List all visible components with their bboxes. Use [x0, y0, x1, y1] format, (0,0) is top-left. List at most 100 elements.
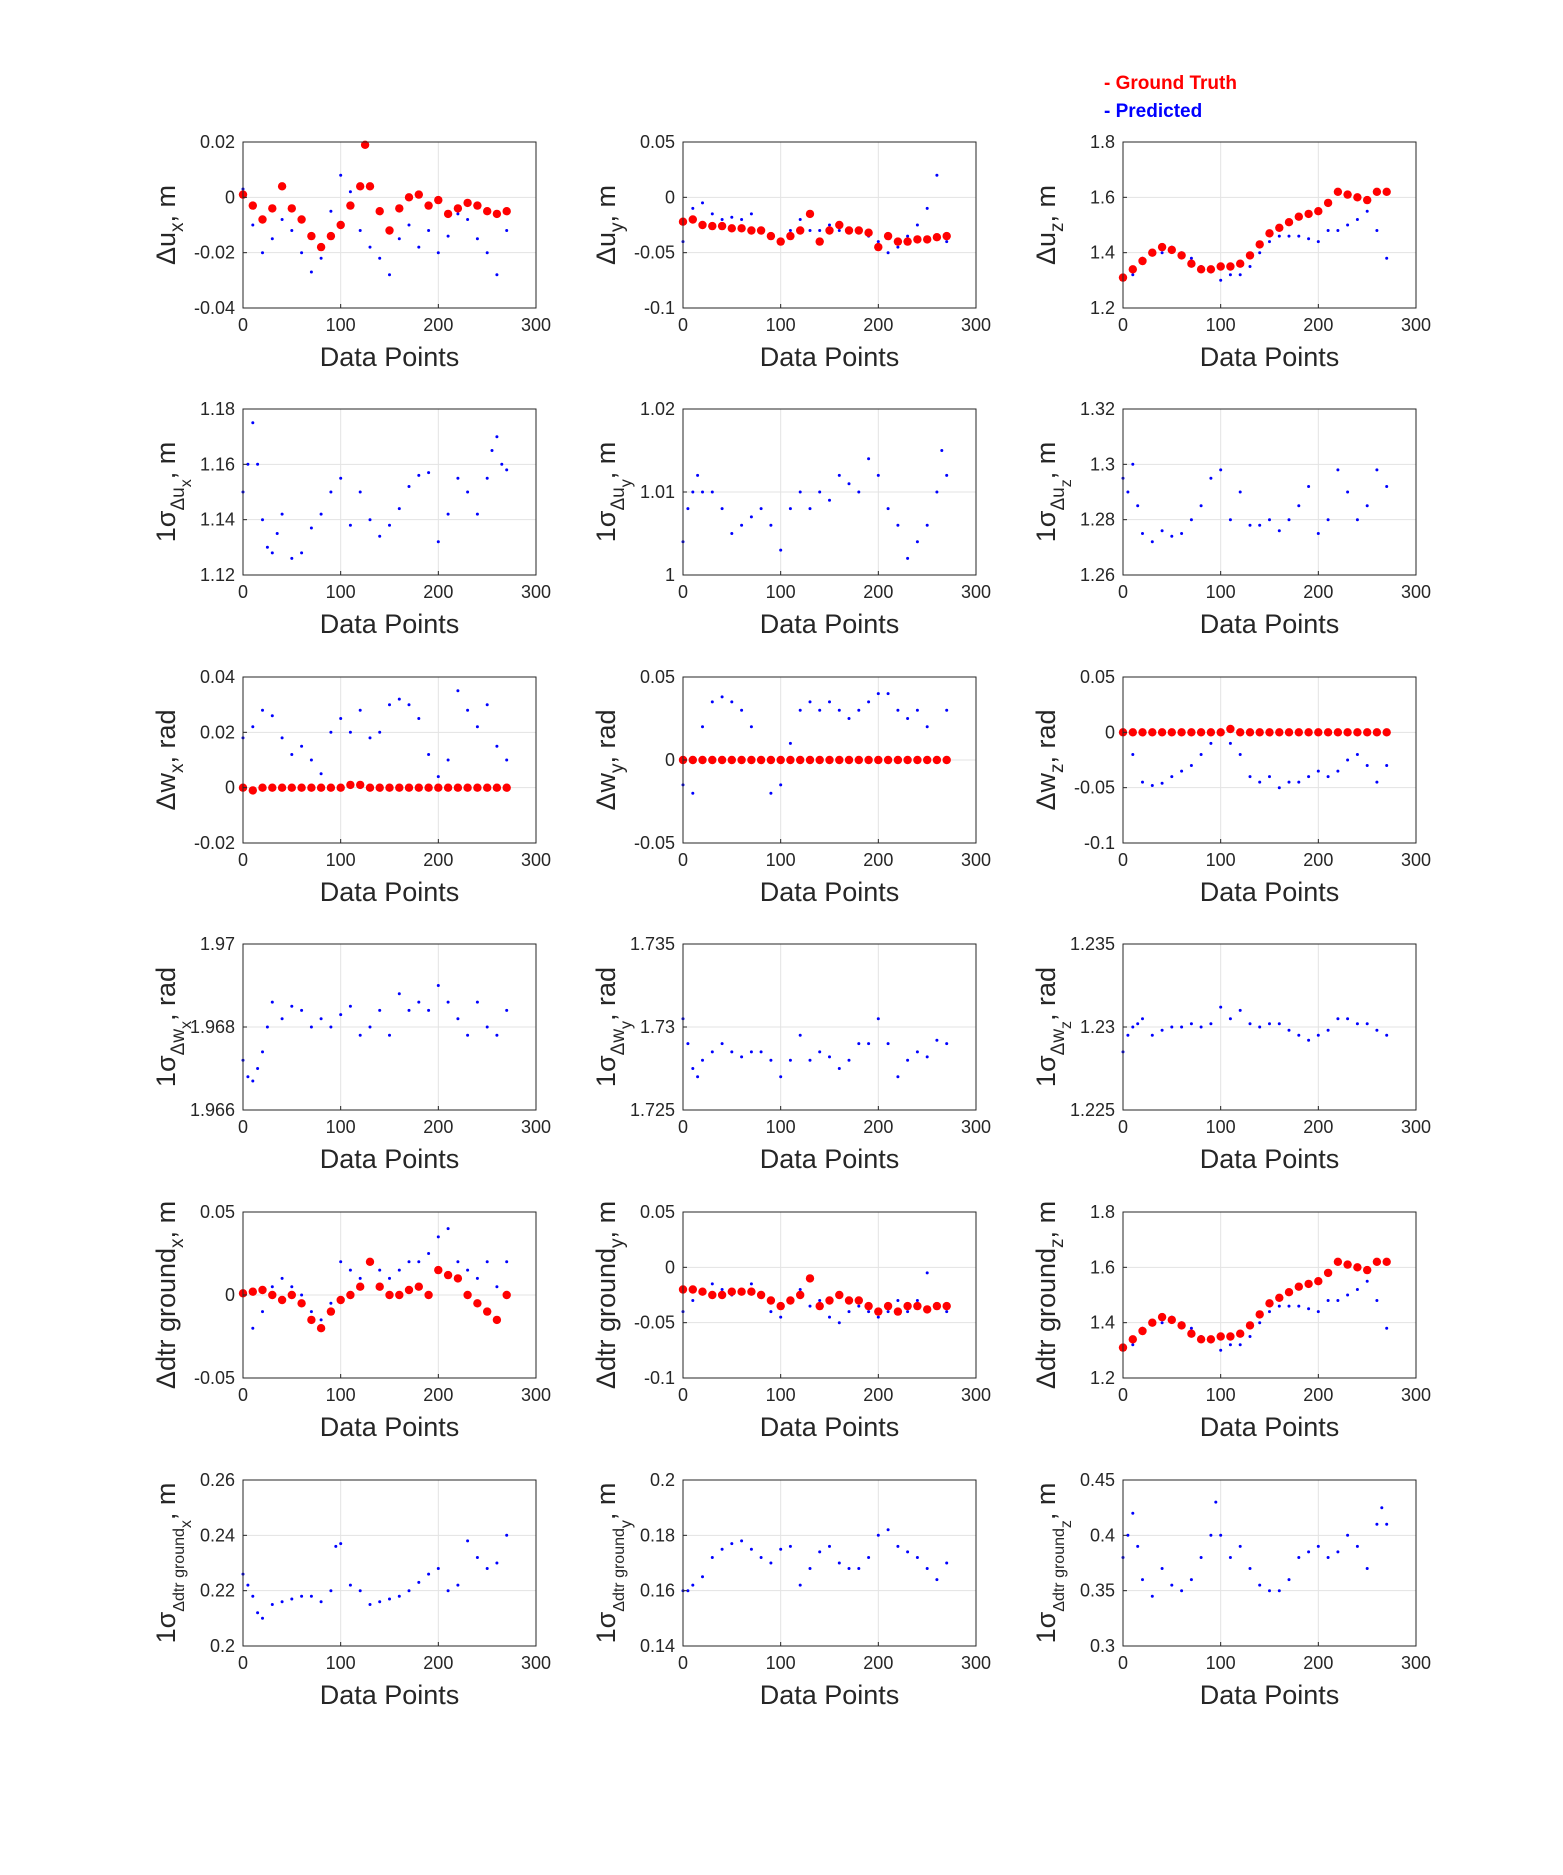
predicted-point	[837, 1561, 841, 1565]
predicted-point	[1228, 1343, 1232, 1347]
ground-truth-point	[1196, 265, 1206, 274]
ground-truth-point	[1343, 728, 1352, 737]
x-tick-label: 300	[1401, 850, 1431, 870]
ground-truth-point	[1245, 251, 1255, 260]
predicted-point	[1170, 1583, 1174, 1587]
ground-truth-point	[1236, 728, 1245, 737]
ground-truth-point	[307, 783, 316, 792]
ground-truth-point	[815, 1301, 824, 1311]
predicted-point	[1126, 1533, 1130, 1537]
y-tick-label: 1.4	[1090, 243, 1115, 263]
ground-truth-point	[1226, 262, 1235, 271]
subplot-3: 0 100 200 300 1.2 1.4 1.6 1.8 Data Points Δuz, m	[1031, 132, 1431, 372]
ground-truth-point	[874, 242, 883, 252]
ground-truth-point	[688, 1285, 697, 1294]
ground-truth-point	[776, 1301, 785, 1311]
predicted-point	[1238, 1544, 1242, 1548]
ground-truth-point	[766, 755, 776, 765]
predicted-point	[1189, 764, 1193, 767]
subplot-17: 0 100 200 300 0.14 0.16 0.18 0.2 Data Points 1σΔd…	[591, 1470, 991, 1710]
y-tick-label: 0	[225, 187, 235, 207]
predicted-point	[1248, 523, 1252, 527]
predicted-point	[456, 476, 460, 480]
predicted-point	[397, 507, 401, 511]
ground-truth-point	[356, 780, 365, 790]
predicted-point	[339, 1542, 343, 1546]
ground-truth-point	[443, 1270, 453, 1280]
x-tick-label: 0	[678, 582, 688, 602]
predicted-point	[339, 717, 343, 720]
predicted-point	[701, 1058, 704, 1062]
predicted-point	[1228, 741, 1232, 745]
predicted-point	[290, 1004, 294, 1008]
predicted-point	[1375, 1299, 1379, 1302]
ground-truth-point	[825, 226, 834, 235]
predicted-point	[358, 490, 362, 494]
y-axis-label: 1σΔwx, rad	[151, 967, 195, 1087]
predicted-point	[1385, 1326, 1389, 1330]
ground-truth-point	[923, 1305, 932, 1314]
ground-truth-point	[434, 783, 443, 792]
predicted-point	[505, 229, 509, 232]
predicted-point	[867, 700, 871, 704]
ground-truth-point	[708, 221, 717, 231]
ground-truth-point	[805, 755, 815, 765]
ground-truth-point	[1167, 1315, 1177, 1325]
predicted-point	[935, 1578, 939, 1582]
predicted-point	[798, 1583, 802, 1587]
predicted-point	[730, 1050, 734, 1054]
plot-area	[683, 1212, 976, 1378]
predicted-point	[1307, 775, 1311, 779]
predicted-point	[857, 1304, 861, 1308]
predicted-point	[749, 212, 753, 216]
x-tick-label: 100	[1206, 850, 1236, 870]
ground-truth-point	[375, 1282, 384, 1291]
x-axis-label: Data Points	[760, 342, 900, 372]
predicted-point	[945, 1561, 949, 1565]
predicted-point	[686, 1589, 690, 1593]
ground-truth-point	[825, 755, 834, 765]
y-axis-label: Δdtr groundy, m	[591, 1201, 628, 1389]
x-tick-label: 300	[1401, 315, 1431, 335]
ground-truth-point	[297, 215, 306, 224]
x-tick-label: 0	[1118, 1653, 1128, 1673]
x-tick-label: 200	[1303, 1117, 1333, 1137]
predicted-point	[1375, 229, 1379, 232]
y-tick-label: -0.05	[634, 833, 675, 853]
predicted-point	[915, 1299, 919, 1302]
predicted-point	[1316, 1310, 1320, 1314]
ground-truth-point	[893, 1307, 903, 1316]
predicted-point	[280, 512, 284, 516]
ground-truth-point	[835, 1290, 844, 1300]
predicted-point	[261, 1050, 264, 1054]
y-tick-label: 0.2	[650, 1470, 675, 1490]
predicted-point	[256, 462, 260, 466]
predicted-point	[251, 1079, 255, 1083]
predicted-point	[710, 700, 714, 704]
x-tick-label: 300	[521, 850, 551, 870]
predicted-point	[417, 1000, 421, 1004]
y-axis-label: 1σΔux, m	[151, 442, 195, 542]
plot-area	[683, 1480, 976, 1646]
ground-truth-point	[1216, 1332, 1225, 1341]
y-tick-label: 1.32	[1080, 399, 1115, 419]
predicted-point	[779, 783, 783, 787]
predicted-point	[246, 462, 250, 466]
predicted-point	[1355, 1544, 1359, 1548]
predicted-point	[388, 1597, 391, 1601]
ground-truth-point	[942, 755, 951, 765]
predicted-point	[1297, 1304, 1301, 1308]
x-axis-label: Data Points	[1200, 877, 1340, 907]
predicted-point	[261, 1310, 264, 1314]
x-axis-label: Data Points	[320, 877, 460, 907]
subplot-11: 0 100 200 300 1.725 1.73 1.735 Data Points 1σΔwy…	[591, 934, 991, 1174]
x-tick-label: 0	[238, 1653, 248, 1673]
predicted-point	[466, 1033, 470, 1037]
predicted-point	[1199, 1025, 1203, 1029]
ground-truth-point	[1255, 1310, 1264, 1319]
predicted-point	[686, 1042, 690, 1046]
predicted-point	[1365, 1022, 1369, 1026]
predicted-point	[691, 206, 695, 210]
predicted-point	[925, 1567, 929, 1570]
